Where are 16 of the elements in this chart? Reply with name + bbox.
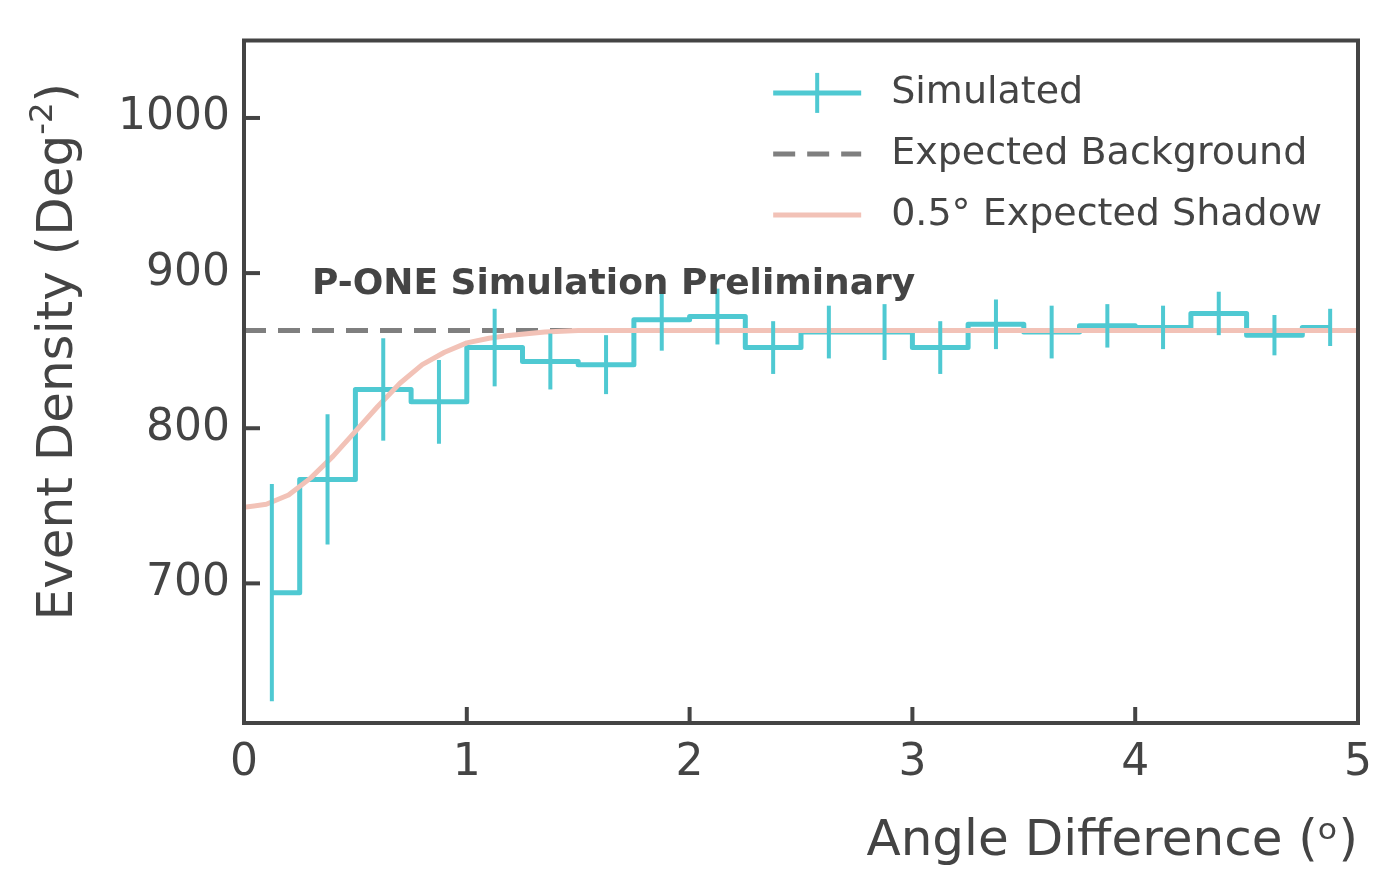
legend-label: Simulated: [891, 67, 1084, 112]
x-tick-label: 4: [1121, 733, 1150, 785]
x-tick-label: 2: [675, 733, 704, 785]
x-axis-title: Angle Difference (ᵒ): [866, 809, 1358, 867]
y-tick-label: 1000: [118, 88, 230, 140]
x-tick-label: 0: [230, 733, 258, 785]
x-tick-label: 5: [1344, 733, 1372, 785]
x-tick-label: 1: [452, 733, 481, 785]
y-axis-title: Event Density (Deg-2): [22, 82, 84, 621]
annotation: P-ONE Simulation Preliminary: [312, 261, 916, 303]
x-tick-label: 3: [898, 733, 927, 785]
legend-label: Expected Background: [891, 128, 1308, 173]
y-tick-label: 800: [146, 398, 230, 450]
y-tick-label: 900: [146, 243, 230, 295]
legend-label: 0.5° Expected Shadow: [891, 189, 1323, 234]
y-tick-label: 700: [146, 553, 230, 605]
